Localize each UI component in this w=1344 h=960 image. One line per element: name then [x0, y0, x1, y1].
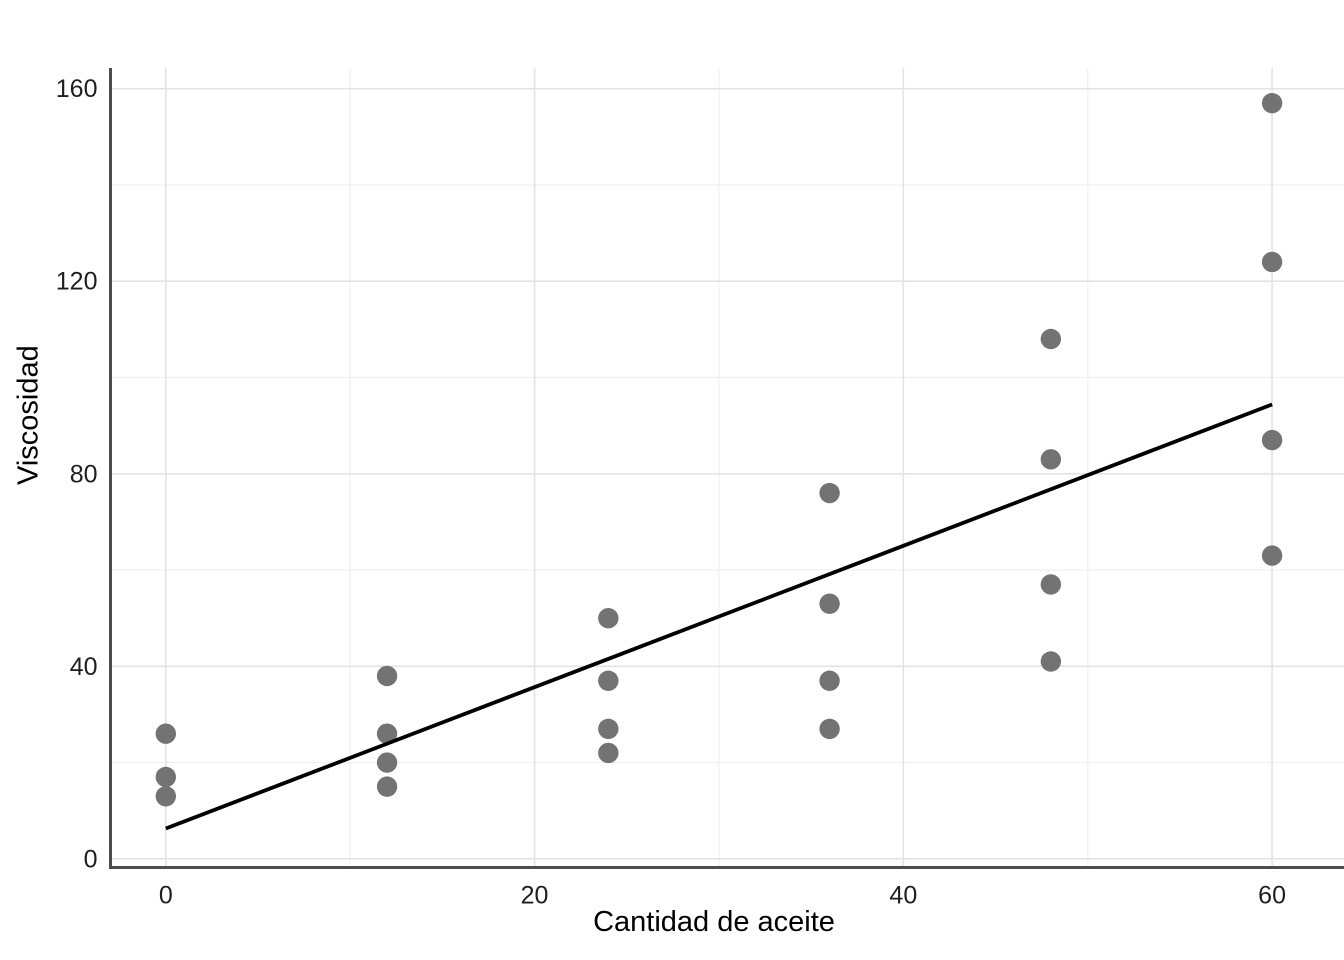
data-point [155, 766, 177, 788]
data-point [598, 742, 619, 764]
data-point [1261, 429, 1283, 451]
y-axis-title: Viscosidad [13, 345, 45, 485]
data-point [1040, 574, 1062, 595]
y-tick-label: 80 [70, 460, 98, 488]
data-point [598, 718, 619, 740]
data-point [819, 718, 840, 740]
data-point [1261, 92, 1283, 114]
data-point [819, 593, 840, 614]
data-point [1261, 251, 1283, 273]
data-point [155, 786, 177, 807]
y-tick-label: 160 [56, 75, 98, 103]
data-point [155, 723, 177, 744]
data-point [1040, 651, 1062, 672]
y-tick-label: 120 [56, 268, 98, 296]
data-point [376, 665, 398, 687]
x-tick-label: 0 [159, 882, 173, 910]
data-point [819, 670, 840, 691]
x-tick-label: 40 [889, 882, 917, 910]
data-point [1040, 449, 1062, 470]
data-point [1040, 328, 1062, 350]
data-point [819, 482, 840, 504]
x-axis-title: Cantidad de aceite [593, 906, 835, 938]
regression-line [165, 402, 1273, 831]
x-tick-label: 60 [1258, 882, 1286, 910]
data-point [598, 670, 619, 691]
data-point [598, 607, 619, 629]
y-tick-label: 40 [70, 653, 98, 681]
data-point [376, 752, 398, 773]
data-point [376, 723, 398, 744]
data-point [376, 776, 398, 797]
data-point [1261, 545, 1283, 566]
x-tick-label: 20 [521, 882, 549, 910]
y-tick-label: 0 [84, 845, 98, 873]
y-axis-title-text: Viscosidad [12, 345, 45, 485]
